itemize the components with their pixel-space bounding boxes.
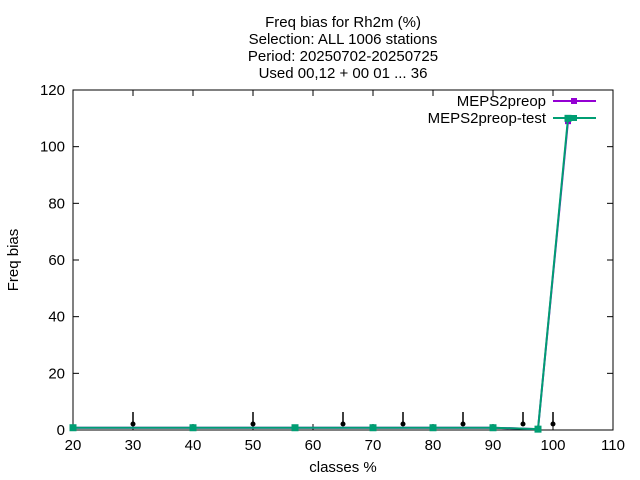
data-point: [291, 424, 299, 432]
y-axis-label: Freq bias: [5, 229, 22, 292]
data-point: [69, 424, 77, 432]
series-line: [73, 118, 569, 431]
x-axis: 20 30 40 50 60 70 80 90 100 110: [65, 90, 625, 454]
x-axis-label: classes %: [309, 459, 377, 476]
x-tick-label: 60: [305, 437, 322, 454]
title-line-1: Freq bias for Rh2m (%): [265, 14, 421, 31]
title-line-2: Selection: ALL 1006 stations: [249, 31, 438, 48]
legend-label: MEPS2preop-test: [428, 110, 547, 127]
x-tick-label: 90: [485, 437, 502, 454]
series-line: [73, 121, 569, 431]
x-tick-label: 100: [540, 437, 565, 454]
legend-marker: [571, 115, 577, 121]
arrow-marker-dot: [340, 421, 346, 427]
x-tick-label: 50: [245, 437, 262, 454]
x-tick-label: 80: [425, 437, 442, 454]
arrow-marker-dot: [130, 421, 136, 427]
arrow-marker-dot: [400, 421, 406, 427]
data-point: [489, 424, 497, 432]
y-tick-label: 100: [40, 139, 65, 156]
data-point: [429, 424, 437, 432]
arrow-marker-dot: [550, 421, 556, 427]
x-tick-label: 70: [365, 437, 382, 454]
x-tick-label: 30: [125, 437, 142, 454]
arrow-marker-dot: [460, 421, 466, 427]
y-tick-label: 0: [57, 422, 65, 439]
y-tick-label: 120: [40, 82, 65, 99]
title-line-3: Period: 20250702-20250725: [248, 48, 438, 65]
x-tick-label: 20: [65, 437, 82, 454]
title-line-4: Used 00,12 + 00 01 ... 36: [259, 65, 428, 82]
chart-title: Freq bias for Rh2m (%) Selection: ALL 10…: [248, 14, 438, 82]
y-axis: 0 20 40 60 80 100 120: [40, 82, 613, 439]
arrow-markers: [130, 412, 556, 427]
y-tick-label: 40: [48, 309, 65, 326]
y-tick-label: 60: [48, 252, 65, 269]
y-tick-label: 20: [48, 365, 65, 382]
plot-area: [72, 89, 614, 431]
y-tick-label: 80: [48, 195, 65, 212]
series-lines: [69, 114, 572, 433]
arrow-marker-dot: [250, 421, 256, 427]
data-point: [189, 424, 197, 432]
data-point: [369, 424, 377, 432]
legend-marker: [571, 98, 577, 104]
x-tick-label: 40: [185, 437, 202, 454]
arrow-marker-dot: [520, 421, 526, 427]
data-point: [534, 425, 542, 433]
legend-label: MEPS2preop: [457, 93, 546, 110]
x-tick-label: 110: [601, 437, 625, 454]
